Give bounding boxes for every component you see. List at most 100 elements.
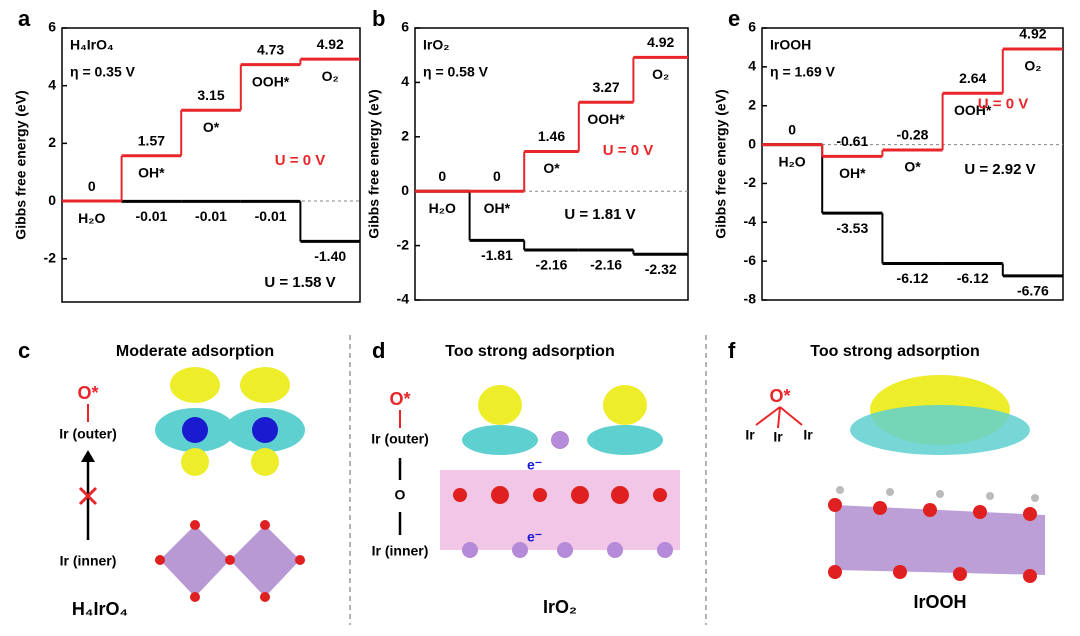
y-axis-label: Gibbs free energy (eV) <box>366 89 382 238</box>
y-tick-label: 2 <box>401 128 409 144</box>
value-label: -0.28 <box>897 127 929 143</box>
y-tick-label: 6 <box>48 19 56 35</box>
species-label: H₂O <box>778 153 805 169</box>
overpotential: η = 0.35 V <box>70 64 136 80</box>
panel-label: c <box>18 338 30 363</box>
species-label: OH* <box>138 164 165 180</box>
y-tick-label: -2 <box>397 236 410 252</box>
panel-f: f Too strong adsorption O* Ir Ir Ir IrOO… <box>728 338 1045 612</box>
y-tick-label: -2 <box>44 249 57 265</box>
y-tick-label: 0 <box>401 182 409 198</box>
adsorbate: O* <box>77 383 98 403</box>
site: Ir (outer) <box>371 431 429 447</box>
arrowhead <box>81 450 95 462</box>
value-label: 4.73 <box>257 41 284 57</box>
value-label: 1.46 <box>538 128 565 144</box>
panel-d: d Too strong adsorption O* Ir (outer) O … <box>371 338 680 617</box>
value-label: 0 <box>788 121 796 137</box>
legend-label: U = 2.92 V <box>964 161 1035 178</box>
site: Ir (inner) <box>372 543 429 559</box>
material: IrO₂ <box>423 37 449 53</box>
overpotential: η = 1.69 V <box>770 64 836 80</box>
value-label: -0.61 <box>836 133 868 149</box>
panel-label: e <box>728 6 740 31</box>
value-label: 4.92 <box>647 34 674 50</box>
electron: e⁻ <box>527 529 542 545</box>
legend-label: U = 1.58 V <box>264 274 335 291</box>
species-label: OH* <box>484 200 511 216</box>
y-tick-label: 2 <box>748 96 756 112</box>
y-tick-label: 0 <box>748 135 756 151</box>
material: IrOOH <box>770 37 811 53</box>
value-label: -0.01 <box>135 208 167 224</box>
y-tick-label: 6 <box>748 19 756 35</box>
site: Ir <box>773 429 783 445</box>
legend-label: U = 1.81 V <box>564 206 635 223</box>
species-label: H₂O <box>429 200 456 216</box>
plot-frame <box>61 27 361 303</box>
species-label: O* <box>543 160 560 176</box>
y-tick-label: -4 <box>397 291 410 307</box>
material: IrOOH <box>913 592 966 612</box>
plot-frame <box>761 27 1064 301</box>
adsorbate: O* <box>389 389 410 409</box>
y-tick-label: -4 <box>744 213 757 229</box>
structure <box>440 385 680 558</box>
panel-label: b <box>372 6 385 31</box>
site: Ir (outer) <box>59 426 117 442</box>
panel-c: c Moderate adsorption O* Ir (outer) Ir (… <box>18 338 305 619</box>
value-label: 1.57 <box>138 132 165 148</box>
value-label: -2.32 <box>645 261 677 277</box>
plot-frame <box>414 27 689 301</box>
y-tick-label: 4 <box>748 58 756 74</box>
value-label: -6.12 <box>957 270 989 286</box>
value-label: -6.12 <box>897 270 929 286</box>
y-axis-label: Gibbs free energy (eV) <box>13 90 29 239</box>
legend-label: U = 0 V <box>603 142 653 159</box>
legend-label: U = 0 V <box>275 152 325 169</box>
y-tick-label: 6 <box>401 19 409 35</box>
value-label: -0.01 <box>255 208 287 224</box>
structure <box>828 375 1045 583</box>
value-label: 3.27 <box>592 79 619 95</box>
y-tick-label: -6 <box>744 252 757 268</box>
panel-title: Too strong adsorption <box>445 343 614 360</box>
species-label: OOH* <box>954 102 992 118</box>
value-label: 2.64 <box>959 70 986 86</box>
species-label: O* <box>203 119 220 135</box>
panel-label: d <box>372 338 385 363</box>
y-tick-label: 0 <box>48 192 56 208</box>
species-label: OH* <box>839 165 866 181</box>
value-label: 0 <box>493 168 501 184</box>
site: Ir (inner) <box>60 553 117 569</box>
panel-title: Too strong adsorption <box>810 343 979 360</box>
y-tick-label: -2 <box>744 174 757 190</box>
y-tick-label: -8 <box>744 291 757 307</box>
species-label: O* <box>904 159 921 175</box>
site: Ir <box>803 427 813 443</box>
y-tick-label: 4 <box>401 73 409 89</box>
value-label: 0 <box>438 168 446 184</box>
panel-title: Moderate adsorption <box>116 343 274 360</box>
value-label: 0 <box>88 178 96 194</box>
value-label: 3.15 <box>197 87 224 103</box>
structure <box>155 367 305 602</box>
value-label: -0.01 <box>195 208 227 224</box>
panel-label: a <box>18 6 31 31</box>
species-label: O₂ <box>322 68 339 84</box>
material: H₄IrO₄ <box>72 599 128 619</box>
value-label: -1.81 <box>481 247 513 263</box>
species-label: H₂O <box>78 210 105 226</box>
y-axis-label: Gibbs free energy (eV) <box>713 89 729 238</box>
value-label: -1.40 <box>314 248 346 264</box>
y-tick-label: 2 <box>48 134 56 150</box>
panel-label: f <box>728 338 736 363</box>
value-label: -6.76 <box>1017 283 1049 299</box>
value-label: -2.16 <box>536 257 568 273</box>
species-label: O₂ <box>652 66 669 82</box>
legend-label: U = 0 V <box>978 96 1028 113</box>
species-label: OOH* <box>252 73 290 89</box>
value-label: -3.53 <box>836 220 868 236</box>
overpotential: η = 0.58 V <box>423 64 489 80</box>
